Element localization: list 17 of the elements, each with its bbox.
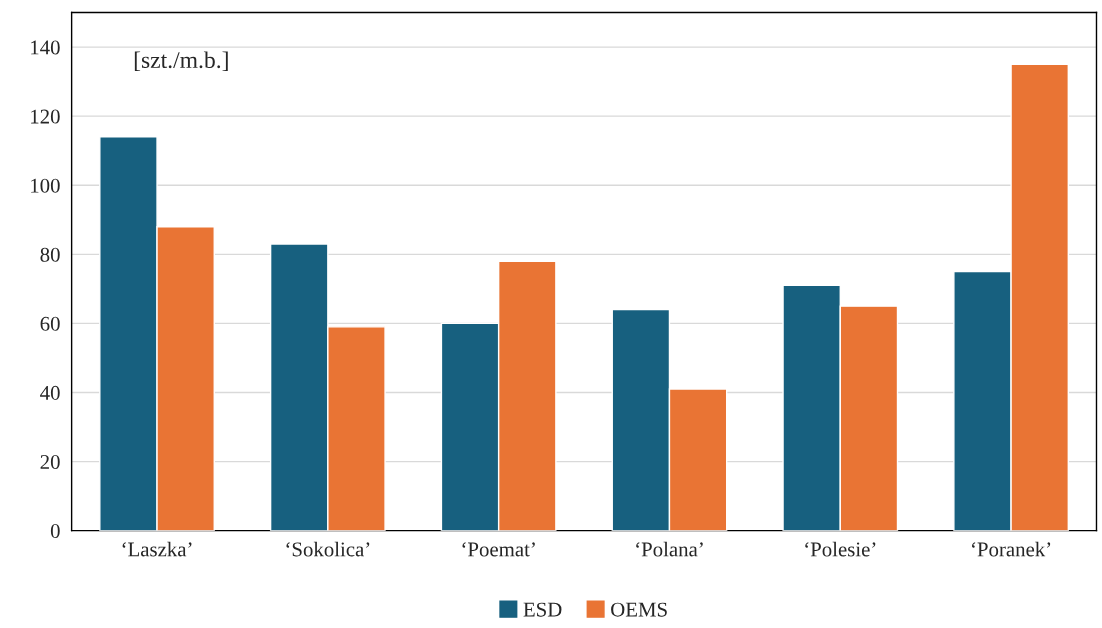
- x-tick-label: ‘Poranek’: [972, 541, 1051, 557]
- y-tick-label: 120: [31, 109, 60, 124]
- y-tick-label: 60: [40, 316, 60, 331]
- x-tick-label: ‘Sokolica’: [286, 541, 370, 557]
- y-tick-label: 100: [31, 178, 60, 193]
- y-tick-label: 0: [50, 524, 60, 539]
- x-tick-label: ‘Poemat’: [462, 542, 535, 557]
- x-tick-label: ‘Polana’: [636, 541, 703, 557]
- y-tick-label: 40: [40, 385, 60, 400]
- x-tick-label: ‘Laszka’: [122, 541, 192, 557]
- legend-label: OEMS: [611, 602, 667, 617]
- x-tick-label: ‘Polesie’: [805, 541, 876, 557]
- y-tick-label: 80: [40, 247, 60, 262]
- legend-label: ESD: [523, 602, 562, 617]
- annotation: [szt./m.b.]: [134, 51, 228, 71]
- y-tick-label: 20: [40, 454, 60, 470]
- y-tick-label: 140: [31, 40, 60, 55]
